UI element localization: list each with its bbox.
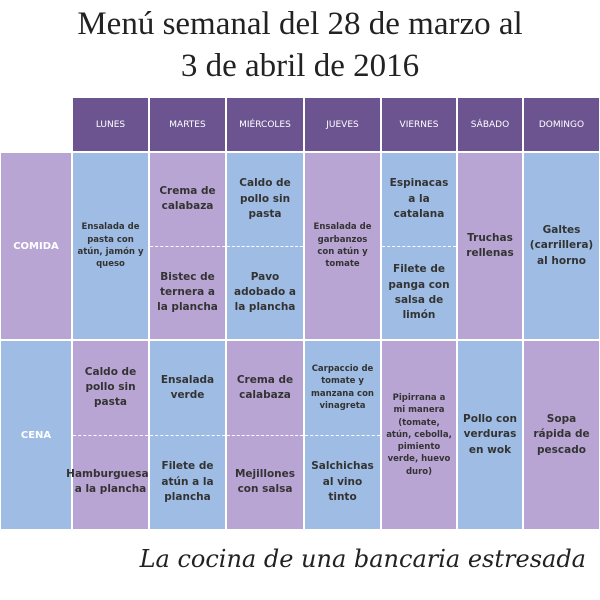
signature: La cocina de una bancaria estresada [139, 545, 586, 573]
menu-cell: Pipirrana a mi manera (tomate, atún, ceb… [381, 340, 457, 530]
menu-cell: Ensalada verde Filete de atún a la planch… [149, 340, 226, 530]
dish: Carpaccio de tomate y manzana con vinagr… [310, 364, 374, 412]
dish: Crema de calabaza [236, 373, 294, 401]
menu-cell: Crema de calabaza Mejillones con salsa [226, 340, 304, 530]
menu-cell: Ensalada de pasta con atún, jamón y ques… [72, 152, 149, 340]
column-header: JUEVES [304, 97, 381, 152]
column-header: DOMINGO [523, 97, 600, 152]
dish: Galtes (carrillera) al horno [529, 224, 594, 267]
column-header: MIÉRCOLES [226, 97, 304, 152]
dish: Pavo adobado a la plancha [227, 245, 303, 340]
menu-cell: Caldo de pollo sin pasta Hamburguesas a l… [66, 340, 155, 530]
dish: Caldo de pollo sin pasta [84, 365, 137, 409]
menu-cell: Caldo de pollo sin pasta Pavo adobado a l… [226, 152, 304, 340]
column-header: VIERNES [381, 97, 457, 152]
menu-cell: Ensalada de garbanzos con atún y tomate [304, 152, 381, 340]
row-label: CENA [0, 340, 72, 530]
dish: Pollo con verduras en wok [463, 413, 517, 456]
column-header: MARTES [149, 97, 226, 152]
menu-cell: Espinacas a la catalana Filete de panga c… [381, 152, 457, 340]
dish: Truchas rellenas [466, 231, 514, 259]
column-header: LUNES [72, 97, 149, 152]
dish: Caldo de pollo sin pasta [239, 177, 291, 220]
dish: Mejillones con salsa [227, 434, 303, 530]
dish: Bistec de ternera a la plancha [150, 245, 225, 340]
menu-cell: Galtes (carrillera) al horno [523, 152, 600, 340]
dish: Crema de calabaza [159, 185, 216, 213]
dish: Pipirrana a mi manera (tomate, atún, ceb… [386, 392, 452, 477]
row-label: COMIDA [0, 152, 72, 340]
dish: Ensalada de pasta con atún, jamón y ques… [77, 222, 144, 270]
menu-cell: Crema de calabaza Bistec de ternera a la … [149, 152, 226, 340]
title-line: Menú semanal del 28 de marzo al [77, 6, 523, 42]
menu-cell: Sopa rápida de pescado [523, 340, 600, 530]
dish: Filete de panga con salsa de limón [382, 245, 456, 340]
dish: Hamburguesas a la plancha [66, 434, 155, 530]
dish: Ensalada de garbanzos con atún y tomate [313, 222, 372, 270]
row-label-text: CENA [20, 429, 52, 441]
dish: Sopa rápida de pescado [533, 413, 590, 456]
column-header: SÁBADO [457, 97, 523, 152]
dish: Filete de atún a la plancha [150, 434, 225, 530]
menu-cell: Pollo con verduras en wok [457, 340, 523, 530]
menu-cell: Carpaccio de tomate y manzana con vinagr… [304, 340, 381, 530]
row-label-text: COMIDA [13, 240, 59, 252]
menu-cell: Truchas rellenas [457, 152, 523, 340]
dish: Salchichas al vino tinto [305, 434, 380, 530]
dish: Ensalada verde [160, 373, 215, 401]
title-line: 3 de abril de 2016 [180, 48, 420, 84]
dish: Espinacas a la catalana [389, 177, 449, 220]
